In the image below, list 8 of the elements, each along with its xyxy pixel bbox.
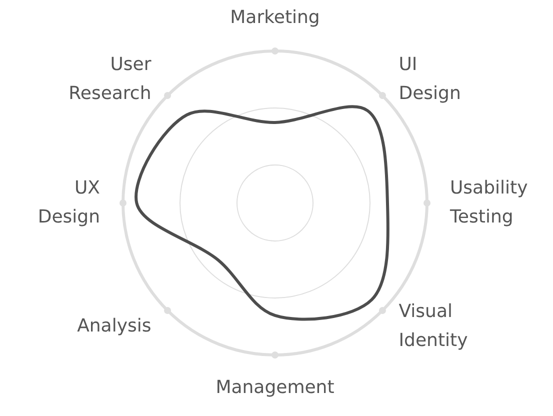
spoke-label: Visual Identity (398, 301, 468, 352)
spoke-label: UX Design (38, 177, 100, 228)
spoke-label: Marketing (230, 6, 320, 28)
spoke-label: Analysis (77, 316, 152, 337)
spoke-label: Usability Testing (449, 177, 528, 228)
spoke-label: User Research (68, 54, 152, 104)
spoke-label: Management (216, 376, 334, 398)
spoke-label: UI Design (398, 54, 461, 104)
